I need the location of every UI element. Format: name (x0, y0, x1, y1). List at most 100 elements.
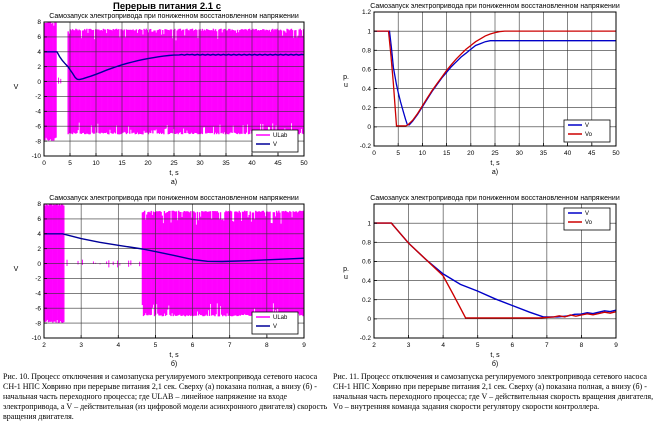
svg-text:ULab: ULab (273, 133, 288, 139)
svg-text:t, s: t, s (490, 352, 500, 359)
svg-text:-6: -6 (35, 123, 41, 130)
svg-text:0: 0 (367, 316, 371, 323)
page-title: Перерыв питания 2.1 с (113, 1, 221, 12)
svg-text:0: 0 (37, 261, 41, 268)
figure-10b-chart: Самозапуск электропривода при пониженном… (4, 192, 330, 377)
svg-text:20: 20 (467, 150, 475, 157)
svg-text:3: 3 (407, 342, 411, 349)
svg-text:2: 2 (42, 342, 46, 349)
svg-text:5: 5 (396, 150, 400, 157)
figure-10a-plot: Самозапуск электропривода при пониженном… (14, 13, 308, 186)
svg-text:5: 5 (154, 342, 158, 349)
svg-text:V: V (14, 266, 19, 273)
svg-text:3: 3 (79, 342, 83, 349)
svg-text:50: 50 (612, 150, 620, 157)
svg-text:-6: -6 (35, 305, 41, 312)
svg-text:35: 35 (222, 160, 230, 167)
svg-text:Vo: Vo (585, 220, 593, 226)
svg-text:t, s: t, s (169, 352, 179, 359)
svg-text:20: 20 (144, 160, 152, 167)
svg-text:0: 0 (372, 150, 376, 157)
svg-text:2: 2 (372, 342, 376, 349)
svg-text:-10: -10 (32, 153, 42, 160)
svg-text:30: 30 (516, 150, 524, 157)
svg-text:-8: -8 (35, 138, 41, 145)
svg-text:9: 9 (302, 342, 306, 349)
svg-text:t, s: t, s (490, 160, 500, 167)
svg-text:0.8: 0.8 (362, 47, 371, 54)
svg-text:-0.2: -0.2 (360, 335, 372, 342)
svg-text:p.u: p. u (343, 74, 349, 89)
svg-text:t, s: t, s (169, 170, 179, 177)
svg-text:45: 45 (274, 160, 282, 167)
svg-text:8: 8 (265, 342, 269, 349)
svg-text:-0.2: -0.2 (360, 143, 372, 150)
svg-text:Самозапуск электропривода при: Самозапуск электропривода при пониженном… (49, 195, 299, 202)
svg-text:4: 4 (116, 342, 120, 349)
svg-text:15: 15 (118, 160, 126, 167)
svg-text:10: 10 (92, 160, 100, 167)
figure-10-caption: Рис. 10. Процесс отключения и самозапуск… (3, 372, 328, 421)
svg-text:V: V (14, 84, 19, 91)
svg-text:-2: -2 (35, 276, 41, 283)
figure-11a-chart: Самозапуск электропривода при пониженном… (334, 0, 660, 185)
svg-text:6: 6 (37, 216, 41, 223)
svg-text:V: V (585, 211, 589, 217)
svg-text:-4: -4 (35, 109, 41, 116)
svg-text:6: 6 (510, 342, 514, 349)
svg-text:0: 0 (37, 79, 41, 86)
svg-text:4: 4 (37, 49, 41, 56)
svg-text:50: 50 (300, 160, 308, 167)
svg-text:0.2: 0.2 (362, 297, 371, 304)
svg-text:2: 2 (37, 64, 41, 71)
svg-text:а): а) (492, 169, 498, 176)
svg-text:0.8: 0.8 (362, 239, 371, 246)
svg-text:V: V (273, 142, 277, 148)
svg-text:7: 7 (228, 342, 232, 349)
svg-text:-2: -2 (35, 94, 41, 101)
svg-text:Самозапуск электропривода при: Самозапуск электропривода при пониженном… (370, 3, 620, 10)
svg-text:30: 30 (196, 160, 204, 167)
svg-text:8: 8 (580, 342, 584, 349)
svg-text:0.4: 0.4 (362, 86, 371, 93)
svg-text:б): б) (171, 360, 177, 368)
svg-text:35: 35 (540, 150, 548, 157)
svg-text:V: V (273, 324, 277, 330)
svg-text:0.4: 0.4 (362, 278, 371, 285)
svg-text:8: 8 (37, 201, 41, 208)
svg-text:0.6: 0.6 (362, 259, 371, 266)
svg-text:7: 7 (545, 342, 549, 349)
svg-text:5: 5 (68, 160, 72, 167)
svg-text:45: 45 (588, 150, 596, 157)
svg-text:-4: -4 (35, 291, 41, 298)
svg-text:0: 0 (42, 160, 46, 167)
figure-10b-plot: Самозапуск электропривода при пониженном… (14, 195, 307, 368)
svg-text:ULab: ULab (273, 315, 288, 321)
svg-text:4: 4 (441, 342, 445, 349)
svg-text:25: 25 (170, 160, 178, 167)
figure-11b-plot: Самозапуск электропривода при пониженном… (343, 195, 620, 368)
svg-text:p.u: p. u (343, 266, 349, 281)
svg-text:40: 40 (564, 150, 572, 157)
svg-text:-10: -10 (32, 335, 42, 342)
svg-text:6: 6 (37, 34, 41, 41)
svg-text:1: 1 (367, 220, 371, 227)
figure-11-caption: Рис. 11. Процесс отключения и самозапуск… (333, 372, 654, 411)
svg-text:1: 1 (367, 28, 371, 35)
figure-11a-plot: Самозапуск электропривода при пониженном… (343, 3, 620, 176)
figure-11b-chart: Самозапуск электропривода при пониженном… (334, 192, 660, 377)
svg-text:-8: -8 (35, 320, 41, 327)
svg-text:Vo: Vo (585, 132, 593, 138)
svg-text:4: 4 (37, 231, 41, 238)
svg-text:0: 0 (367, 124, 371, 131)
svg-text:Самозапуск электропривода при: Самозапуск электропривода при пониженном… (49, 13, 299, 20)
figure-10a-chart: Самозапуск электропривода при пониженном… (4, 10, 330, 195)
svg-text:1.2: 1.2 (362, 9, 371, 16)
svg-text:8: 8 (37, 19, 41, 26)
svg-text:40: 40 (248, 160, 256, 167)
svg-text:15: 15 (443, 150, 451, 157)
svg-text:5: 5 (476, 342, 480, 349)
svg-text:0.2: 0.2 (362, 105, 371, 112)
svg-text:2: 2 (37, 246, 41, 253)
